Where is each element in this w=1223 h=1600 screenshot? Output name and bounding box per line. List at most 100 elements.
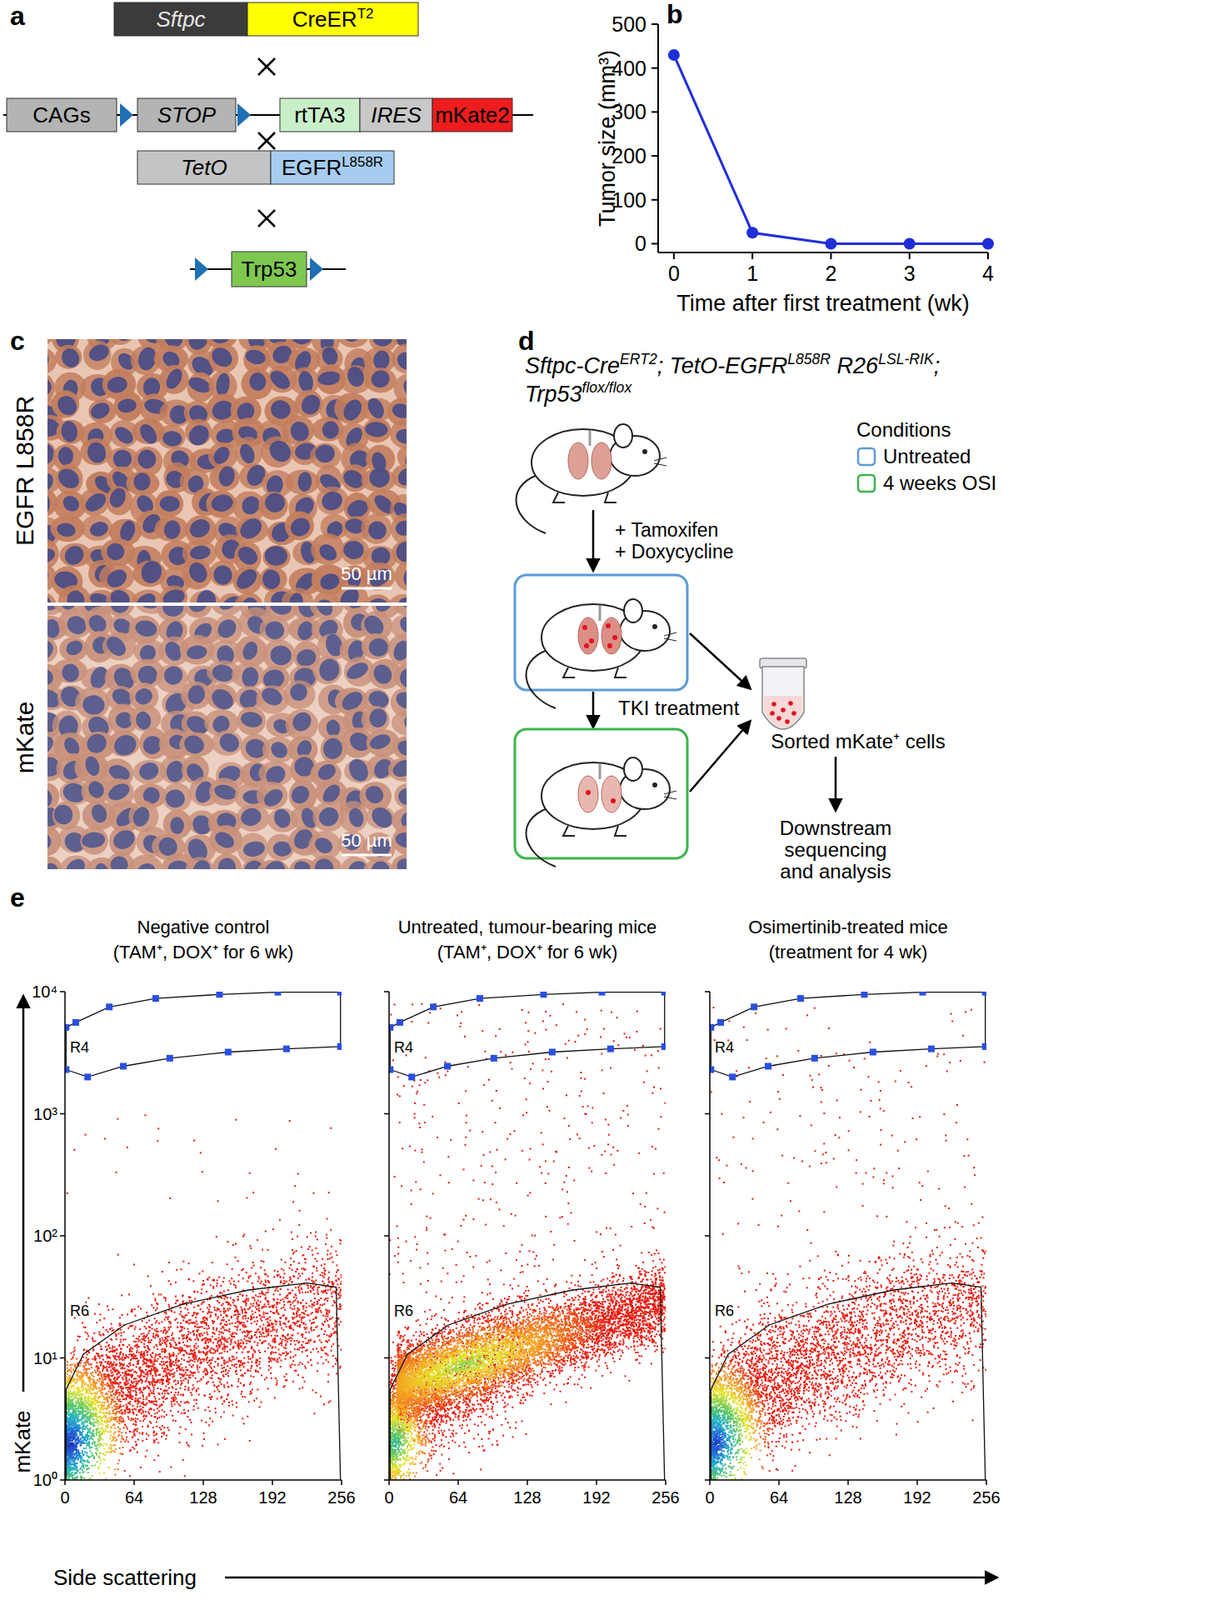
event-dot	[228, 1369, 230, 1372]
event-dot	[234, 1332, 236, 1334]
event-dot	[283, 1303, 285, 1306]
event-dot	[256, 1343, 259, 1346]
event-dot	[185, 1441, 188, 1443]
cell	[26, 825, 62, 857]
label: TetO	[180, 154, 227, 180]
event-dot	[210, 1311, 213, 1313]
label: Sftpc	[155, 6, 205, 32]
event-dot	[169, 1369, 172, 1372]
event-dot	[269, 1351, 272, 1353]
event-dot	[175, 1363, 178, 1366]
event-dot	[146, 1333, 149, 1336]
event-dot	[189, 1331, 192, 1333]
cell	[24, 563, 57, 592]
event-dot	[273, 1303, 275, 1306]
tumor-dot	[610, 798, 616, 804]
event-dot	[182, 1458, 185, 1461]
label: STOP	[157, 102, 217, 128]
event-dot	[154, 1321, 157, 1323]
event-dot	[225, 1397, 228, 1400]
event-dot	[231, 1399, 234, 1402]
arrow	[689, 633, 750, 689]
event-dot	[303, 1316, 305, 1318]
event-dot	[278, 1356, 280, 1358]
event-dot	[291, 1248, 294, 1251]
event-dot	[184, 1366, 187, 1368]
event-dot	[134, 1377, 137, 1379]
event-dot	[320, 1311, 323, 1313]
event-dot	[267, 1347, 270, 1349]
event-dot	[329, 1257, 331, 1259]
event-dot	[289, 1276, 291, 1278]
event-dot	[186, 1415, 189, 1418]
event-dot	[228, 1404, 230, 1407]
event-dot	[154, 1372, 157, 1375]
point	[746, 226, 759, 239]
event-dot	[184, 1387, 186, 1390]
x-tick-label: 2	[824, 261, 837, 285]
event-dot	[212, 1327, 215, 1330]
cell	[335, 315, 370, 348]
event-dot	[237, 1380, 240, 1383]
ellipse	[568, 442, 589, 480]
event-dot	[198, 1393, 200, 1396]
event-dot	[323, 1267, 325, 1269]
event-dot	[259, 1295, 262, 1298]
event-dot	[197, 1387, 200, 1389]
event-dot	[220, 1352, 223, 1354]
event-dot	[153, 1434, 155, 1437]
event-dot	[187, 1381, 190, 1383]
event-dot	[229, 1307, 231, 1309]
event-dot	[232, 1355, 235, 1358]
loxp	[119, 103, 134, 127]
event-dot	[177, 1380, 180, 1383]
text-part: STOP	[157, 102, 217, 128]
event-dot	[165, 1345, 168, 1348]
event-dot	[306, 1283, 309, 1286]
path	[526, 649, 556, 709]
event-dot	[180, 1412, 183, 1414]
event-dot	[147, 1337, 150, 1339]
event-dot	[136, 1430, 139, 1433]
event-dot	[247, 1297, 250, 1300]
event-dot	[119, 1381, 122, 1383]
event-dot	[276, 1328, 279, 1331]
event-dot	[211, 1347, 214, 1350]
plot-title: Negative control	[137, 916, 270, 938]
event-dot	[235, 1362, 238, 1365]
event-dot	[147, 1425, 150, 1428]
event-dot	[213, 1348, 215, 1351]
event-dot	[173, 1346, 175, 1348]
event-dot	[256, 1238, 259, 1241]
event-dot	[188, 1322, 190, 1325]
event-dot	[163, 1410, 165, 1413]
event-dot	[211, 1335, 214, 1338]
event-dot	[257, 1280, 260, 1283]
event-dot	[154, 1412, 156, 1414]
event-dot	[330, 1245, 333, 1248]
event-dot	[235, 1406, 238, 1408]
event-dot	[157, 1357, 160, 1360]
event-dot	[206, 1306, 209, 1308]
event-dot	[159, 1426, 161, 1428]
event-dot	[245, 1339, 248, 1342]
event-dot	[144, 1327, 147, 1329]
event-dot	[150, 1338, 153, 1341]
event-dot	[313, 1301, 315, 1303]
event-dot	[251, 1356, 254, 1358]
event-dot	[132, 1411, 135, 1413]
plot-area	[668, 49, 994, 250]
event-dot	[155, 1420, 158, 1423]
event-dot	[219, 1296, 222, 1298]
event-dot	[279, 1365, 282, 1368]
event-dot	[274, 1337, 276, 1339]
panel-label: c	[9, 325, 25, 356]
event-dot	[175, 1347, 178, 1349]
event-dot	[249, 1382, 251, 1385]
event-dot	[108, 1362, 110, 1365]
event-dot	[243, 1337, 245, 1340]
event-dot	[285, 1325, 288, 1328]
treatment: + Doxycycline	[614, 540, 734, 563]
event-dot	[259, 1405, 261, 1408]
event-dot	[279, 1301, 281, 1303]
